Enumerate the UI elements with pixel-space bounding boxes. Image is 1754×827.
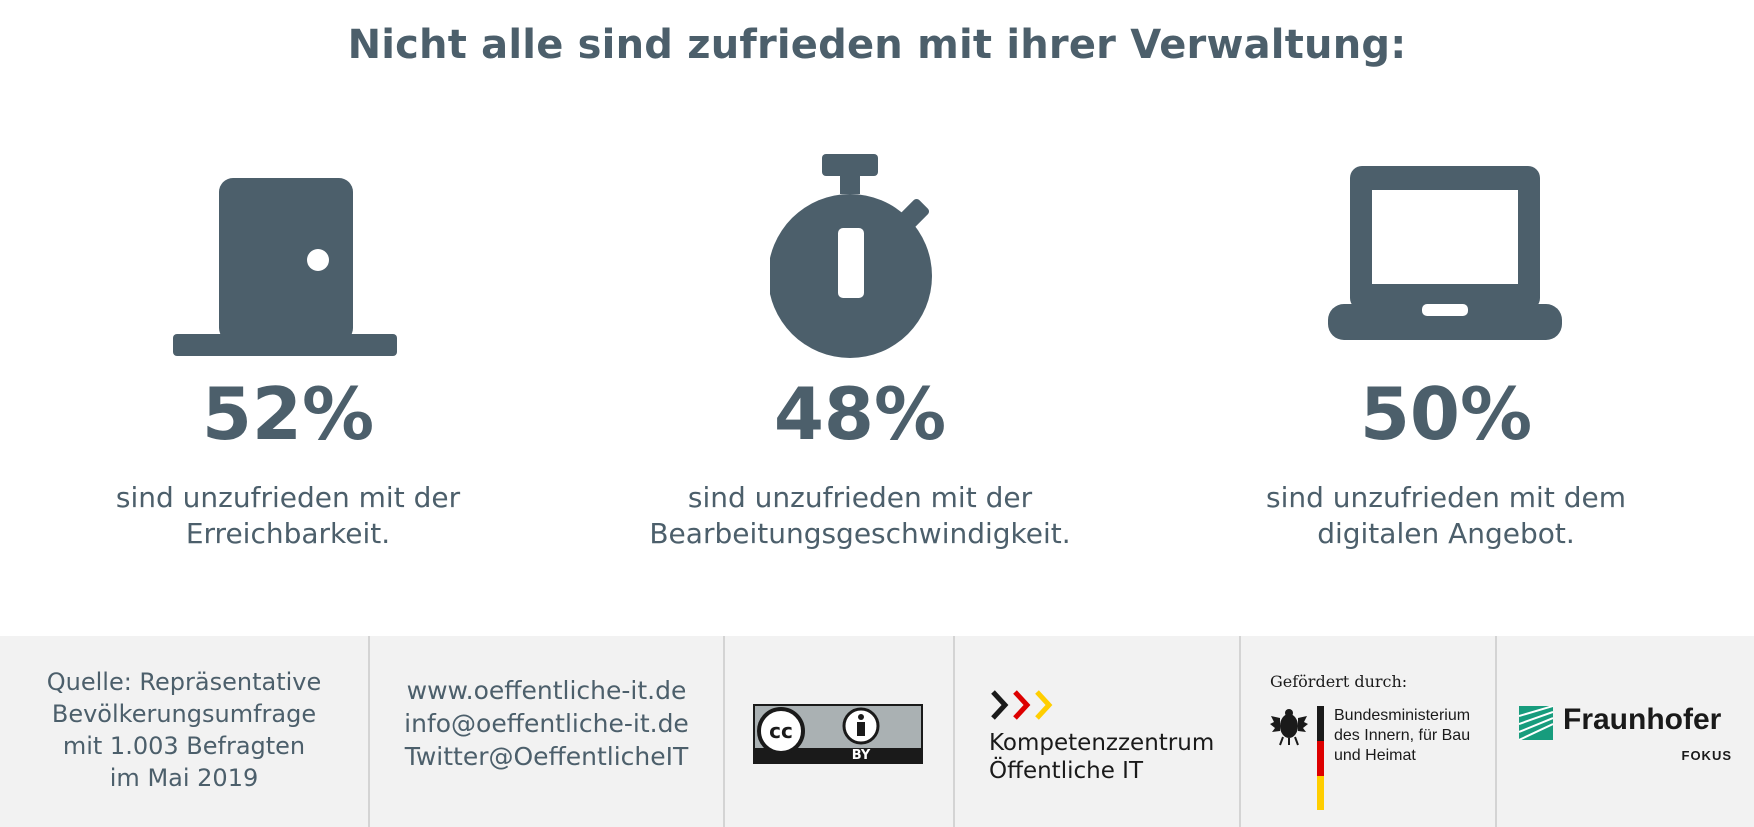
stat-bearbeitungsgeschwindigkeit: 48% sind unzufrieden mit der Bearbeitungs… bbox=[620, 150, 1100, 552]
stopwatch-icon bbox=[620, 150, 1100, 360]
page-title: Nicht alle sind zufrieden mit ihrer Verw… bbox=[347, 22, 1407, 68]
website-link[interactable]: www.oeffentliche-it.de bbox=[406, 676, 687, 705]
laptop-icon bbox=[1206, 150, 1686, 360]
ministry-name: Bundesministerium des Innern, für Bau un… bbox=[1334, 707, 1471, 764]
footer-kompetenzzentrum: Kompetenzzentrum Öffentliche IT bbox=[955, 636, 1241, 827]
footer-source: Quelle: Repräsentative Bevölkerungsumfra… bbox=[0, 636, 370, 827]
stat-percent: 52% bbox=[201, 372, 375, 456]
stat-description: sind unzufrieden mit der Bearbeitungsgesc… bbox=[649, 481, 1071, 550]
stat-description: sind unzufrieden mit dem digitalen Angebo… bbox=[1266, 481, 1626, 550]
cc-icon: cc bbox=[769, 719, 793, 743]
contact-text: www.oeffentliche-it.de info@oeffentliche… bbox=[370, 636, 723, 773]
kompetenz-text: Kompetenzzentrum Öffentliche IT bbox=[989, 730, 1215, 784]
twitter-link[interactable]: Twitter@OeffentlicheIT bbox=[404, 742, 689, 771]
footer-funding: Gefördert durch: Bundesministerium des I… bbox=[1241, 636, 1497, 827]
stat-percent: 50% bbox=[1359, 372, 1533, 456]
cc-by-badge: cc BY bbox=[753, 704, 923, 764]
stat-description: sind unzufrieden mit der Erreichbarkeit. bbox=[115, 481, 461, 550]
footer: Quelle: Repräsentative Bevölkerungsumfra… bbox=[0, 636, 1754, 827]
federal-flag-bar bbox=[1317, 706, 1324, 810]
footer-license: cc BY bbox=[725, 636, 955, 827]
stat-erreichbarkeit: 52% sind unzufrieden mit der Erreichbarke… bbox=[48, 150, 528, 552]
stat-digitales-angebot: 50% sind unzufrieden mit dem digitalen An… bbox=[1206, 150, 1686, 552]
stat-percent: 48% bbox=[773, 372, 947, 456]
fraunhofer-sub: FOKUS bbox=[1681, 748, 1732, 763]
footer-fraunhofer: Fraunhofer FOKUS bbox=[1497, 636, 1754, 827]
federal-eagle-icon bbox=[1270, 706, 1308, 750]
by-label: BY bbox=[851, 748, 871, 763]
fraunhofer-logo-icon bbox=[1518, 705, 1554, 744]
email-link[interactable]: info@oeffentliche-it.de bbox=[404, 709, 689, 738]
footer-contact: www.oeffentliche-it.de info@oeffentliche… bbox=[370, 636, 725, 827]
kompetenz-arrows-icon bbox=[989, 688, 1061, 726]
door-icon bbox=[48, 150, 528, 360]
fraunhofer-name: Fraunhofer bbox=[1563, 703, 1722, 736]
source-text: Quelle: Repräsentative Bevölkerungsumfra… bbox=[46, 668, 322, 792]
funding-label: Gefördert durch: bbox=[1270, 672, 1408, 691]
